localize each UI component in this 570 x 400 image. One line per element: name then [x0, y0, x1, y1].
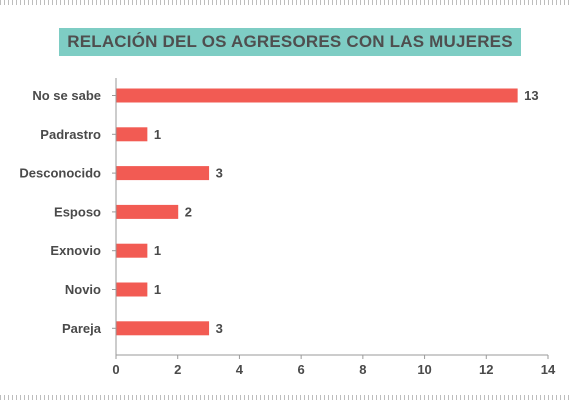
- category-label: Pareja: [62, 321, 102, 336]
- category-label: No se sabe: [32, 88, 101, 103]
- data-label: 1: [154, 127, 161, 142]
- x-tick-label: 6: [298, 362, 305, 377]
- data-label: 1: [154, 243, 161, 258]
- category-label: Padrastro: [40, 127, 101, 142]
- chart-title-banner: RELACIÓN DEL OS AGRESORES CON LAS MUJERE…: [59, 28, 521, 56]
- x-tick-label: 4: [236, 362, 244, 377]
- bar: [116, 282, 148, 297]
- top-border-decoration: [0, 0, 570, 5]
- x-tick-label: 12: [479, 362, 493, 377]
- bar: [116, 127, 148, 142]
- category-label: Novio: [65, 282, 101, 297]
- category-label: Esposo: [54, 204, 101, 219]
- x-tick-label: 10: [417, 362, 431, 377]
- data-label: 1: [154, 282, 161, 297]
- category-label: Exnovio: [50, 243, 101, 258]
- data-label: 2: [185, 204, 192, 219]
- bar: [116, 166, 210, 181]
- x-tick-label: 2: [174, 362, 181, 377]
- x-tick-label: 8: [359, 362, 366, 377]
- bar: [116, 204, 179, 219]
- data-label: 13: [524, 88, 538, 103]
- chart-title: RELACIÓN DEL OS AGRESORES CON LAS MUJERE…: [67, 32, 513, 51]
- x-tick-label: 14: [541, 362, 556, 377]
- data-label: 3: [216, 166, 223, 181]
- bar: [116, 88, 518, 103]
- bar: [116, 321, 210, 336]
- bar: [116, 243, 148, 258]
- bottom-border-decoration: [0, 395, 570, 400]
- category-label: Desconocido: [19, 166, 101, 181]
- data-label: 3: [216, 321, 223, 336]
- x-tick-label: 0: [112, 362, 119, 377]
